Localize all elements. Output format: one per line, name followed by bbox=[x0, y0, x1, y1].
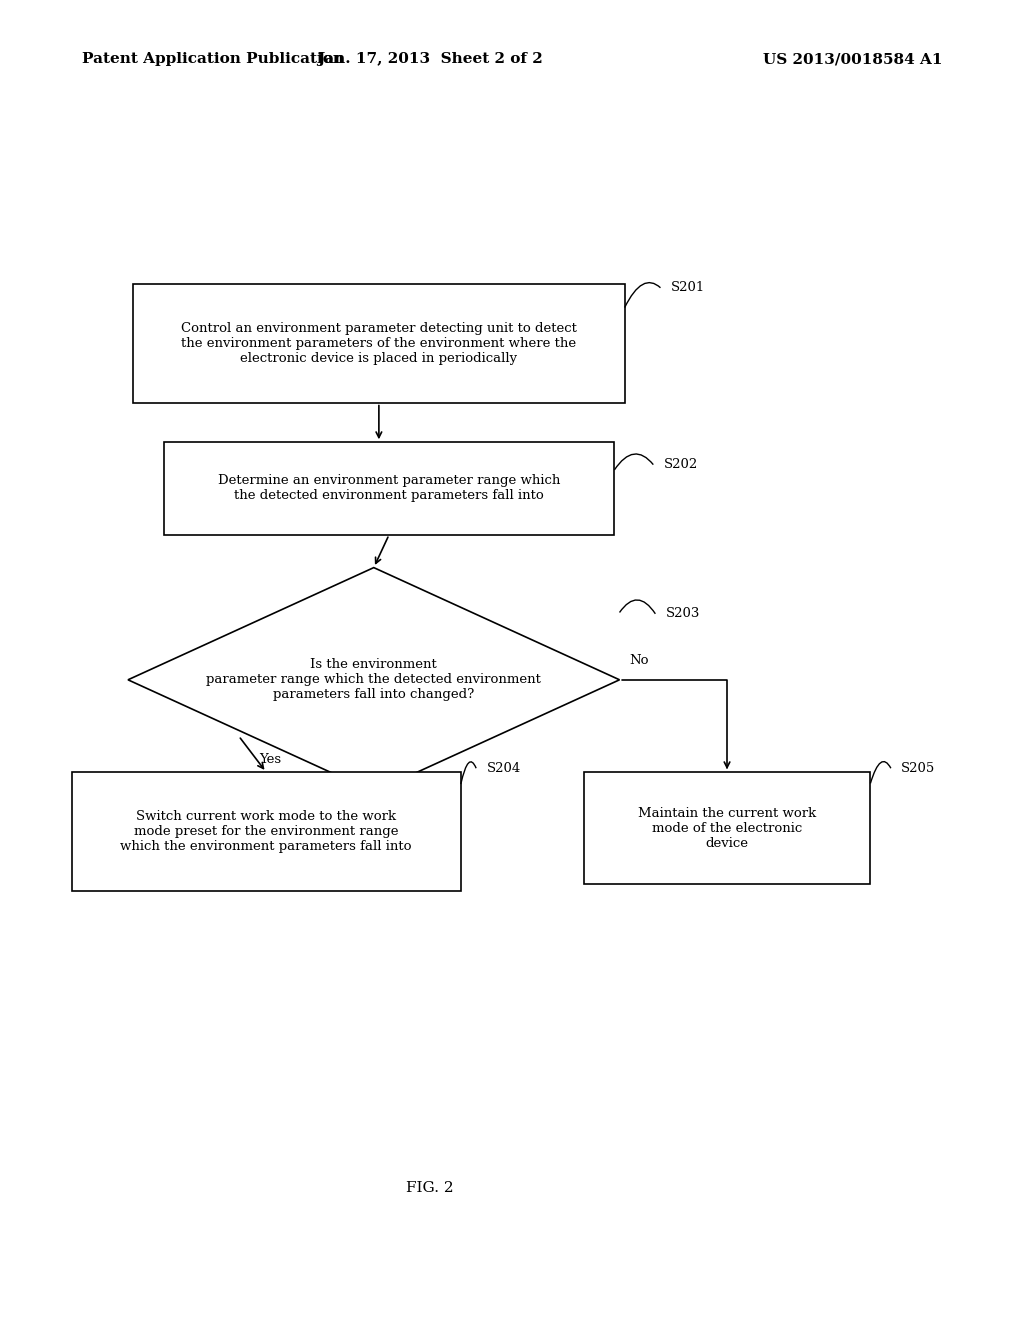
Text: Jan. 17, 2013  Sheet 2 of 2: Jan. 17, 2013 Sheet 2 of 2 bbox=[317, 53, 543, 66]
Text: Yes: Yes bbox=[259, 752, 282, 766]
Text: FIG. 2: FIG. 2 bbox=[407, 1181, 454, 1195]
Polygon shape bbox=[128, 568, 620, 792]
Text: Is the environment
parameter range which the detected environment
parameters fal: Is the environment parameter range which… bbox=[206, 659, 542, 701]
FancyBboxPatch shape bbox=[164, 442, 614, 535]
Text: S204: S204 bbox=[486, 762, 520, 775]
Text: S202: S202 bbox=[664, 458, 697, 471]
Text: Patent Application Publication: Patent Application Publication bbox=[82, 53, 344, 66]
Text: S205: S205 bbox=[901, 762, 935, 775]
Text: Maintain the current work
mode of the electronic
device: Maintain the current work mode of the el… bbox=[638, 807, 816, 850]
Text: No: No bbox=[630, 653, 649, 667]
Text: US 2013/0018584 A1: US 2013/0018584 A1 bbox=[763, 53, 942, 66]
FancyBboxPatch shape bbox=[72, 772, 461, 891]
FancyBboxPatch shape bbox=[584, 772, 870, 884]
Text: Switch current work mode to the work
mode preset for the environment range
which: Switch current work mode to the work mod… bbox=[121, 810, 412, 853]
Text: S203: S203 bbox=[666, 607, 700, 620]
FancyBboxPatch shape bbox=[133, 284, 625, 403]
Text: Control an environment parameter detecting unit to detect
the environment parame: Control an environment parameter detecti… bbox=[181, 322, 577, 364]
Text: Determine an environment parameter range which
the detected environment paramete: Determine an environment parameter range… bbox=[218, 474, 560, 503]
Text: S201: S201 bbox=[671, 281, 705, 294]
